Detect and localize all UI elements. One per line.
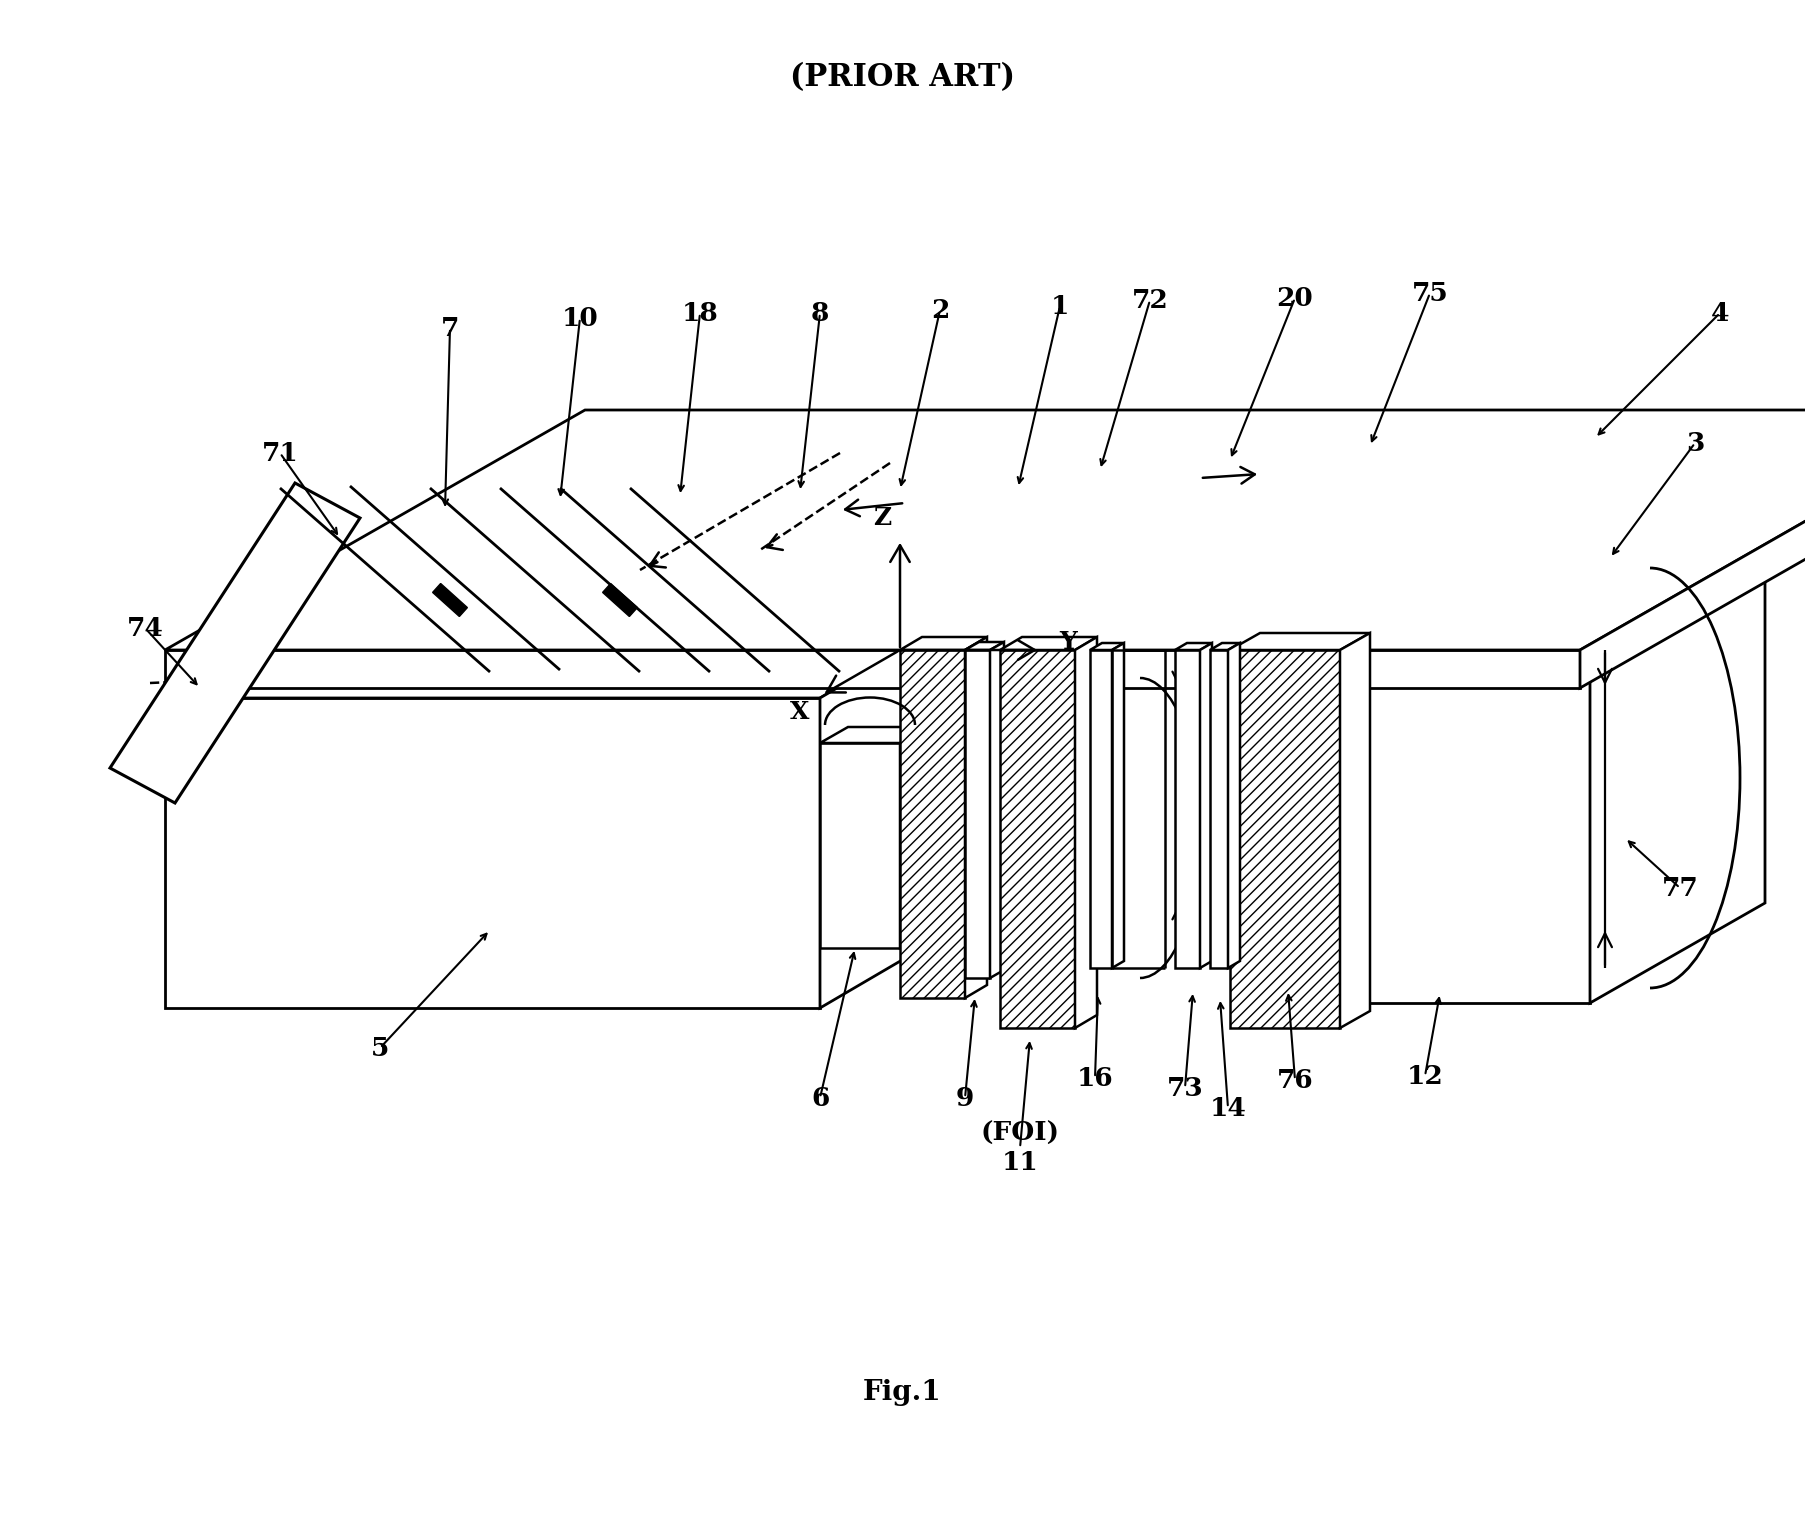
Text: 76: 76 [1276,1068,1314,1093]
Text: 1: 1 [1051,293,1069,318]
Polygon shape [819,636,926,1008]
Text: 14: 14 [1209,1096,1247,1120]
Polygon shape [1339,568,1590,1002]
Text: 71: 71 [262,440,298,466]
Text: (PRIOR ART): (PRIOR ART) [789,63,1014,93]
Polygon shape [901,649,966,998]
Polygon shape [1112,643,1125,969]
Polygon shape [966,642,1004,649]
Polygon shape [1175,649,1200,969]
Polygon shape [1229,649,1339,1028]
Text: 4: 4 [1711,301,1729,325]
Text: 12: 12 [1406,1063,1444,1088]
Polygon shape [164,636,926,698]
Polygon shape [1200,643,1211,969]
Text: Fig.1: Fig.1 [863,1380,942,1406]
Text: Y: Y [1060,630,1078,654]
Polygon shape [1339,468,1765,568]
Polygon shape [1209,649,1227,969]
Text: 72: 72 [1132,287,1168,313]
Polygon shape [110,483,359,804]
Text: 73: 73 [1166,1076,1204,1100]
Polygon shape [966,637,987,998]
Text: 10: 10 [561,306,599,330]
Text: X: X [791,700,810,724]
Polygon shape [164,698,819,1008]
Bar [433,584,467,616]
Polygon shape [1229,633,1370,649]
Polygon shape [901,727,928,947]
Text: 5: 5 [370,1036,390,1060]
Polygon shape [819,743,901,947]
Text: 20: 20 [1276,286,1314,310]
Polygon shape [966,649,989,978]
Polygon shape [1000,637,1097,649]
Polygon shape [1000,649,1076,1028]
Polygon shape [164,649,1579,688]
Text: 8: 8 [810,301,828,325]
Polygon shape [1175,643,1211,649]
Text: 75: 75 [1412,281,1448,306]
Polygon shape [1579,410,1805,688]
Polygon shape [901,637,987,649]
Text: 77: 77 [1662,876,1699,900]
Text: 6: 6 [810,1085,828,1111]
Text: Z: Z [874,506,892,530]
Text: 18: 18 [682,301,718,325]
Text: 3: 3 [1686,431,1704,455]
Text: 2: 2 [931,298,949,322]
Text: 7: 7 [440,315,458,341]
Polygon shape [819,727,928,743]
Polygon shape [989,642,1004,978]
Polygon shape [1090,643,1125,649]
Polygon shape [1590,468,1765,1002]
Polygon shape [1090,649,1112,969]
Polygon shape [1209,643,1240,649]
Polygon shape [1339,633,1370,1028]
Text: (FOI)
11: (FOI) 11 [980,1122,1060,1175]
Text: 9: 9 [957,1085,975,1111]
Polygon shape [1227,643,1240,969]
Bar [603,584,637,616]
Text: 16: 16 [1078,1065,1114,1091]
Text: 74: 74 [126,616,164,640]
Polygon shape [164,410,1805,649]
Polygon shape [1076,637,1097,1028]
